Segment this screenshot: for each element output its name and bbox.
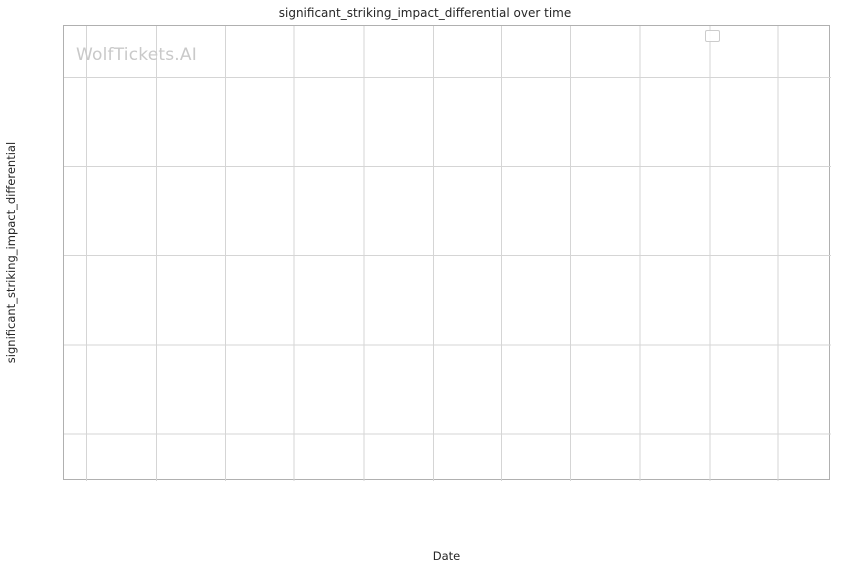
- chart-title: significant_striking_impact_differential…: [278, 6, 572, 20]
- series-lines: [64, 26, 829, 479]
- x-axis-label: Date: [432, 549, 461, 563]
- plot-area: WolfTickets.AI: [63, 25, 831, 481]
- gridlines: [64, 26, 831, 481]
- watermark: WolfTickets.AI: [76, 45, 197, 65]
- x-axis-ticks: [63, 480, 830, 550]
- y-axis-ticks: [0, 25, 57, 480]
- chart-legend: [705, 30, 720, 42]
